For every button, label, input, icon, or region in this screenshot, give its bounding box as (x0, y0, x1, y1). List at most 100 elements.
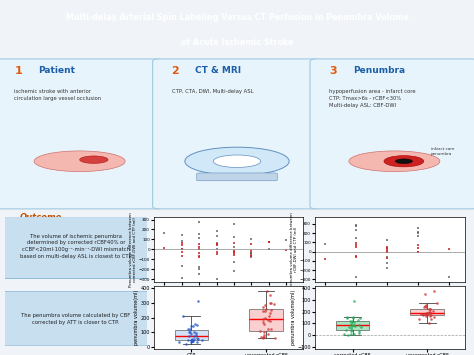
Point (193, 335, 201, 341)
Point (351, 323, 358, 329)
Point (178, 253, 186, 259)
Point (161, 245, 168, 251)
Point (383, 254, 391, 260)
Point (192, 330, 200, 335)
Text: infarct core
penumbra: infarct core penumbra (431, 147, 454, 156)
Point (383, 244, 391, 250)
Point (178, 263, 186, 269)
Point (270, 301, 278, 307)
Point (421, 311, 429, 317)
Point (344, 332, 352, 338)
Point (445, 246, 453, 252)
Point (350, 298, 358, 304)
Point (185, 333, 192, 339)
Point (321, 256, 328, 262)
Point (383, 248, 391, 253)
Point (383, 246, 391, 252)
Point (383, 265, 391, 271)
Y-axis label: penumbra volume(ml): penumbra volume(ml) (291, 290, 296, 345)
Point (194, 336, 201, 342)
Point (430, 288, 438, 294)
Point (247, 250, 255, 256)
Point (427, 306, 434, 311)
Point (423, 312, 431, 318)
Point (414, 250, 422, 255)
Point (422, 310, 430, 316)
Point (425, 306, 433, 312)
Point (178, 240, 186, 246)
Point (265, 240, 273, 245)
Point (340, 331, 348, 337)
Point (247, 251, 255, 256)
Point (266, 311, 273, 316)
Point (247, 252, 255, 258)
Point (262, 306, 270, 312)
Point (213, 233, 220, 239)
Point (247, 254, 255, 260)
Point (260, 308, 267, 314)
Point (354, 317, 362, 323)
Text: 1: 1 (14, 66, 22, 76)
Point (352, 235, 359, 241)
Point (195, 271, 203, 277)
Point (347, 328, 355, 334)
Point (230, 250, 237, 256)
Point (193, 339, 201, 345)
Point (414, 233, 422, 239)
Point (191, 321, 199, 327)
Point (422, 304, 429, 310)
Point (430, 315, 438, 320)
Point (321, 241, 328, 247)
Point (356, 315, 364, 321)
Point (352, 223, 359, 229)
Point (256, 328, 264, 334)
Point (213, 249, 220, 255)
Point (414, 242, 422, 248)
FancyBboxPatch shape (197, 173, 277, 181)
Point (352, 228, 359, 233)
Point (193, 332, 201, 338)
Point (188, 337, 195, 343)
Point (265, 246, 273, 251)
Point (186, 329, 194, 335)
Point (347, 325, 355, 331)
Point (230, 244, 237, 250)
FancyBboxPatch shape (0, 59, 164, 209)
Point (352, 242, 359, 248)
Point (426, 321, 433, 326)
Point (259, 305, 267, 310)
Point (434, 300, 441, 306)
Point (178, 247, 186, 252)
Point (213, 228, 220, 234)
Point (213, 276, 220, 282)
Point (343, 315, 351, 321)
Point (417, 311, 425, 317)
Point (348, 323, 356, 329)
Point (266, 300, 273, 306)
Point (259, 335, 266, 341)
Ellipse shape (384, 155, 424, 167)
Text: Multi-delay Arterial Spin Labeling Versus CT Perfusion in Penumbra Volume: Multi-delay Arterial Spin Labeling Versu… (65, 13, 409, 22)
Point (350, 319, 357, 324)
Point (189, 338, 196, 344)
Point (352, 253, 359, 259)
FancyBboxPatch shape (2, 217, 150, 279)
Point (352, 244, 359, 250)
Point (423, 311, 431, 317)
Point (195, 266, 203, 272)
Point (348, 318, 356, 324)
Point (427, 306, 434, 312)
Point (265, 240, 273, 245)
Point (230, 259, 237, 265)
Point (247, 253, 255, 259)
Point (383, 260, 391, 266)
Point (349, 315, 357, 321)
PathPatch shape (174, 330, 208, 340)
Point (187, 331, 195, 337)
FancyBboxPatch shape (310, 59, 474, 209)
Point (415, 316, 423, 322)
Text: CTP, CTA, DWI, Multi-delay ASL: CTP, CTA, DWI, Multi-delay ASL (172, 89, 253, 94)
Text: Penumbra: Penumbra (353, 66, 405, 75)
Point (189, 323, 197, 329)
Point (420, 305, 428, 310)
